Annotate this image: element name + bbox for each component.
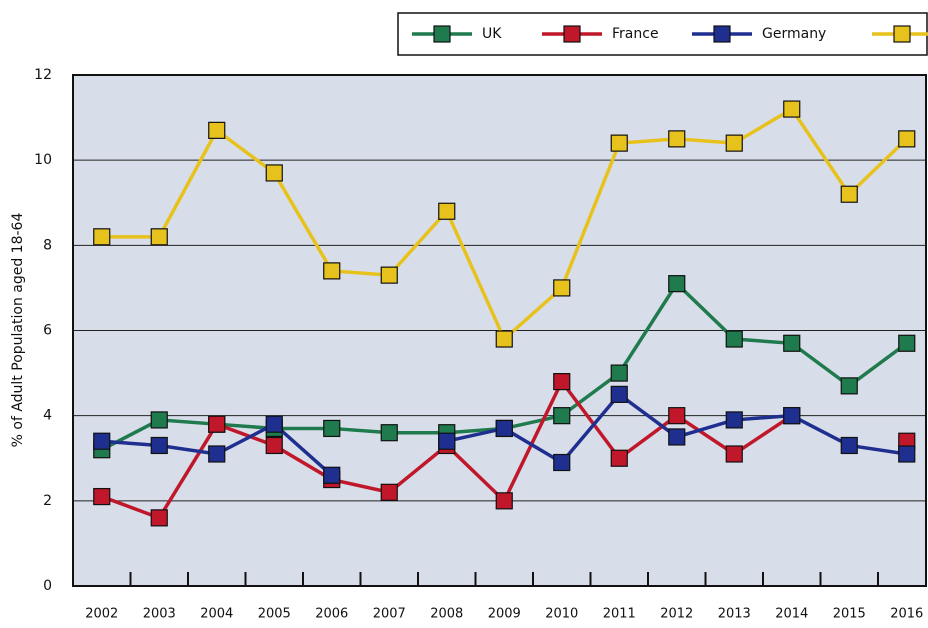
x-tick-label: 2014 [775, 607, 808, 622]
x-tick-label: 2004 [200, 607, 233, 622]
marker [208, 415, 226, 433]
y-tick-label: 6 [43, 323, 52, 339]
x-tick-label: 2005 [258, 607, 291, 622]
marker [380, 424, 398, 442]
marker [898, 130, 916, 148]
marker [668, 428, 686, 446]
marker [495, 330, 513, 348]
marker [553, 453, 571, 472]
marker [610, 364, 628, 382]
x-tick-label: 2002 [85, 607, 118, 622]
marker [725, 445, 743, 463]
marker [438, 202, 456, 220]
legend-marker [893, 25, 911, 43]
y-tick-label: 4 [43, 408, 52, 424]
x-tick-label: 2008 [430, 607, 463, 622]
marker [438, 432, 456, 450]
y-tick-label: 0 [43, 578, 52, 594]
marker [380, 483, 398, 501]
plot-frame [72, 74, 927, 587]
marker [93, 432, 111, 450]
x-tick-label: 2006 [315, 607, 348, 622]
marker [265, 164, 283, 182]
marker [668, 130, 686, 148]
marker [380, 266, 398, 284]
marker [495, 492, 513, 510]
marker [783, 100, 801, 118]
y-tick-label: 12 [34, 67, 52, 83]
marker [898, 445, 916, 463]
x-tick-label: 2007 [373, 607, 406, 622]
legend-label: France [612, 26, 659, 42]
marker [265, 436, 283, 455]
marker [150, 509, 168, 527]
legend-marker [563, 25, 581, 43]
marker [323, 466, 341, 484]
x-tick-label: 2013 [718, 607, 751, 622]
legend-label: Germany [762, 26, 826, 42]
marker [783, 407, 801, 425]
x-tick-label: 2012 [660, 607, 693, 622]
marker [668, 407, 686, 425]
legend-marker [433, 25, 451, 43]
x-tick-label: 2016 [890, 607, 923, 622]
x-tick-label: 2003 [143, 607, 176, 622]
x-tick-label: 2011 [603, 607, 636, 622]
marker [265, 415, 283, 433]
legend-box [397, 12, 928, 56]
marker [898, 334, 916, 352]
marker [553, 407, 571, 425]
marker [610, 385, 628, 403]
x-tick-label: 2010 [545, 607, 578, 622]
marker [783, 334, 801, 352]
marker [150, 436, 168, 455]
marker [553, 373, 571, 391]
marker [840, 185, 858, 203]
marker [725, 134, 743, 152]
y-tick-label: 8 [43, 237, 52, 253]
y-tick-label: 10 [34, 152, 52, 168]
x-tick-label: 2009 [488, 607, 521, 622]
marker [150, 411, 168, 429]
x-tick-label: 2015 [833, 607, 866, 622]
marker [150, 228, 168, 246]
marker [323, 419, 341, 438]
marker [840, 436, 858, 455]
marker [208, 445, 226, 463]
marker [610, 449, 628, 467]
legend-marker [713, 25, 731, 43]
marker [93, 228, 111, 246]
marker [553, 279, 571, 297]
y-tick-label: 2 [43, 493, 52, 509]
marker [725, 330, 743, 348]
marker [323, 262, 341, 280]
marker [610, 134, 628, 152]
marker [668, 275, 686, 293]
marker [93, 487, 111, 506]
marker [495, 419, 513, 438]
legend-label: UK [482, 26, 502, 42]
y-axis-title: % of Adult Population aged 18-64 [10, 213, 26, 448]
marker [208, 121, 226, 139]
marker [725, 411, 743, 429]
marker [840, 377, 858, 395]
